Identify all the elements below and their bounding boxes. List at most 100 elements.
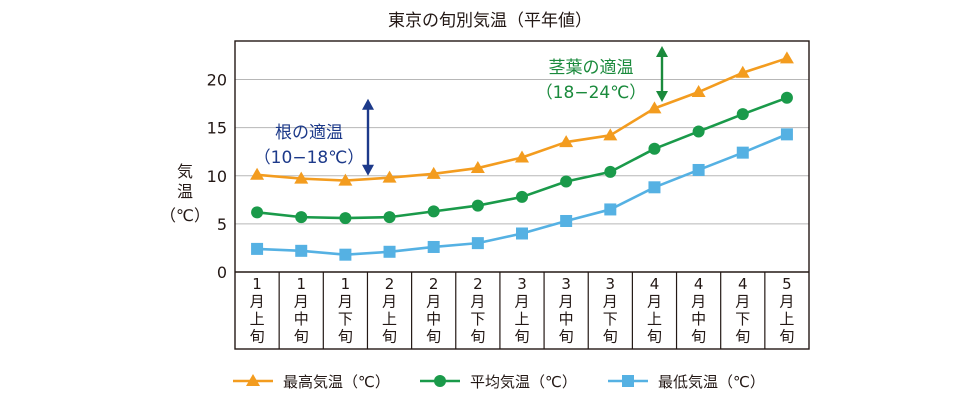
x-tick-label-8-char-0: 3 bbox=[606, 275, 616, 293]
root-temp-arrow-head-top bbox=[362, 98, 374, 110]
data-point-2-1 bbox=[295, 244, 308, 257]
grid-lines bbox=[235, 79, 809, 225]
leaf-temp-label: 茎葉の適温 bbox=[549, 58, 634, 78]
x-tick-label-7-char-3: 旬 bbox=[559, 328, 574, 346]
legend-marker-1 bbox=[434, 375, 446, 387]
y-tick-labels: 0 5 10 15 20 bbox=[207, 71, 227, 283]
legend-label-1: 平均気温（℃） bbox=[470, 373, 577, 391]
x-tick-label-2-char-1: 月 bbox=[338, 293, 353, 311]
x-tick-label-5-char-0: 2 bbox=[473, 275, 483, 293]
data-point-2-12 bbox=[780, 128, 793, 141]
data-point-2-0 bbox=[251, 242, 264, 255]
legend-item-0: 最高気温（℃） bbox=[233, 373, 390, 391]
x-tick-label-6-char-3: 旬 bbox=[514, 328, 529, 346]
data-point-2-5 bbox=[471, 237, 484, 250]
data-point-0-8 bbox=[603, 128, 618, 141]
leaf-temp-arrow-head-bottom bbox=[656, 91, 668, 102]
data-point-2-7 bbox=[560, 214, 573, 227]
legend: 最高気温（℃） 平均気温（℃） 最低気温（℃） bbox=[233, 373, 765, 391]
leaf-temp-arrow-head-top bbox=[656, 46, 668, 57]
x-tick-label-10-char-2: 中 bbox=[691, 310, 706, 328]
x-tick-label-1-char-1: 月 bbox=[294, 293, 309, 311]
y-axis-label: 気 温 （℃） bbox=[160, 162, 210, 225]
x-tick-label-1-char-2: 中 bbox=[294, 310, 309, 328]
legend-item-2: 最低気温（℃） bbox=[608, 373, 765, 391]
x-tick-label-2-char-2: 下 bbox=[338, 310, 353, 328]
y-tick-label-0: 0 bbox=[217, 263, 227, 282]
legend-item-1: 平均気温（℃） bbox=[420, 373, 577, 391]
x-tick-label-10-char-1: 月 bbox=[691, 293, 706, 311]
y-axis-unit: （℃） bbox=[160, 206, 210, 225]
data-point-1-9 bbox=[648, 142, 661, 155]
y-tick-label-5: 5 bbox=[217, 215, 227, 234]
series-0 bbox=[250, 51, 794, 186]
y-axis-label-char-2: 温 bbox=[177, 182, 193, 201]
data-point-0-3 bbox=[382, 170, 397, 183]
data-point-2-6 bbox=[516, 227, 528, 240]
x-tick-label-11-char-1: 月 bbox=[735, 293, 750, 311]
x-tick-label-11-char-0: 4 bbox=[738, 275, 748, 293]
data-point-1-0 bbox=[251, 206, 264, 219]
data-point-1-12 bbox=[780, 91, 793, 104]
data-point-0-4 bbox=[426, 166, 441, 179]
x-tick-label-0-char-1: 月 bbox=[250, 293, 265, 311]
data-point-0-10 bbox=[691, 85, 706, 98]
x-tick-label-4-char-3: 旬 bbox=[426, 328, 441, 346]
data-point-1-6 bbox=[516, 190, 528, 203]
x-tick-label-11-char-3: 旬 bbox=[735, 328, 750, 346]
data-point-0-6 bbox=[515, 150, 529, 163]
plot-frame bbox=[234, 40, 810, 350]
series-1 bbox=[251, 91, 793, 225]
chart-title: 東京の旬別気温（平年値） bbox=[388, 11, 592, 31]
x-tick-label-5-char-1: 月 bbox=[470, 293, 485, 311]
y-tick-label-20: 20 bbox=[207, 71, 227, 90]
data-point-0-2 bbox=[338, 173, 353, 186]
series-2 bbox=[251, 128, 793, 261]
x-tick-label-7-char-1: 月 bbox=[559, 293, 574, 311]
data-point-1-5 bbox=[471, 199, 484, 212]
data-point-0-7 bbox=[559, 135, 574, 148]
x-tick-label-3-char-2: 上 bbox=[382, 310, 397, 328]
x-tick-label-12-char-0: 5 bbox=[782, 275, 792, 293]
x-tick-label-7-char-0: 3 bbox=[561, 275, 571, 293]
x-tick-label-8-char-2: 下 bbox=[603, 310, 618, 328]
y-tick-label-15: 15 bbox=[207, 119, 227, 138]
data-point-2-10 bbox=[692, 163, 705, 176]
x-tick-label-3-char-0: 2 bbox=[385, 275, 395, 293]
x-tick-label-6-char-1: 月 bbox=[514, 293, 529, 311]
x-tick-label-8-char-3: 旬 bbox=[603, 328, 618, 346]
x-tick-label-2-char-0: 1 bbox=[341, 275, 351, 293]
x-tick-label-0-char-3: 旬 bbox=[250, 328, 265, 346]
x-tick-label-7-char-2: 中 bbox=[559, 310, 574, 328]
data-point-1-7 bbox=[560, 175, 573, 188]
x-tick-label-9-char-2: 上 bbox=[647, 310, 662, 328]
annotation-layer: 根の適温 （10−18℃） 茎葉の適温 （18−24℃） bbox=[254, 46, 668, 176]
data-point-0-11 bbox=[735, 65, 750, 78]
leaf-temp-arrow bbox=[656, 46, 668, 102]
category-cells: 1月上旬1月中旬1月下旬2月上旬2月中旬2月下旬3月上旬3月中旬3月下旬4月上旬… bbox=[250, 272, 794, 349]
root-temp-arrow bbox=[362, 98, 374, 176]
x-tick-label-4-char-1: 月 bbox=[426, 293, 441, 311]
data-point-0-1 bbox=[294, 171, 309, 184]
series-layer bbox=[250, 51, 794, 261]
leaf-temp-range: （18−24℃） bbox=[536, 83, 647, 103]
data-point-1-4 bbox=[427, 205, 440, 218]
data-point-2-4 bbox=[427, 240, 440, 253]
x-tick-label-10-char-3: 旬 bbox=[691, 328, 706, 346]
x-tick-label-3-char-1: 月 bbox=[382, 293, 397, 311]
x-tick-label-12-char-3: 旬 bbox=[779, 328, 794, 346]
data-point-0-9 bbox=[647, 101, 662, 114]
data-point-1-8 bbox=[604, 165, 617, 178]
root-temp-arrow-head-bottom bbox=[362, 164, 374, 176]
x-tick-label-8-char-1: 月 bbox=[603, 293, 618, 311]
x-tick-label-10-char-0: 4 bbox=[694, 275, 704, 293]
x-tick-label-3-char-3: 旬 bbox=[382, 328, 397, 346]
x-tick-label-2-char-3: 旬 bbox=[338, 328, 353, 346]
data-point-0-0 bbox=[250, 167, 265, 180]
x-tick-label-4-char-2: 中 bbox=[426, 310, 441, 328]
root-temp-range: （10−18℃） bbox=[254, 148, 365, 168]
x-tick-label-0-char-2: 上 bbox=[250, 310, 265, 328]
x-tick-label-6-char-0: 3 bbox=[517, 275, 527, 293]
data-point-0-5 bbox=[470, 161, 485, 174]
